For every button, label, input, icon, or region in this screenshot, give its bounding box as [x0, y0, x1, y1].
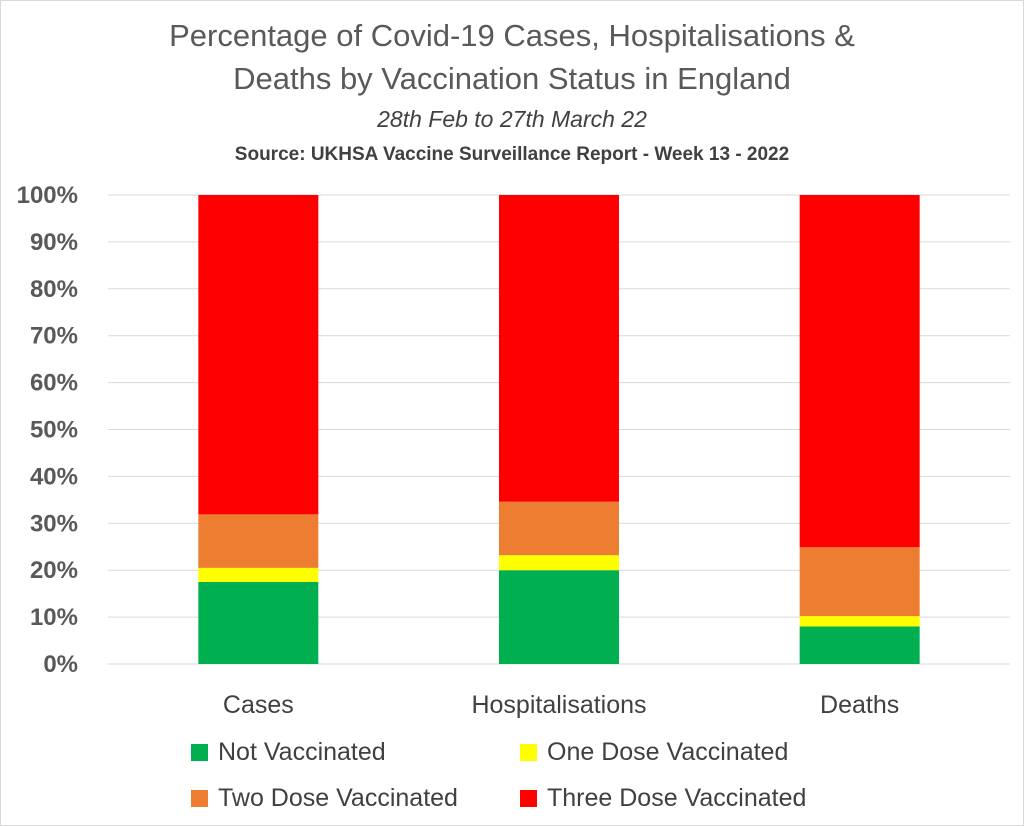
- x-category-label: Hospitalisations: [471, 691, 646, 719]
- bar-one-dose-vaccinated: [499, 555, 619, 571]
- y-tick-label: 100%: [17, 182, 78, 209]
- y-tick-label: 50%: [30, 417, 78, 444]
- x-category-label: Cases: [223, 691, 294, 719]
- bar-three-dose-vaccinated: [799, 195, 920, 548]
- bar-not-vaccinated: [499, 570, 619, 664]
- bar-one-dose-vaccinated: [198, 567, 319, 582]
- y-tick-label: 0%: [43, 651, 78, 678]
- x-category-label: Deaths: [820, 691, 899, 719]
- y-tick-label: 30%: [30, 510, 78, 537]
- bar-three-dose-vaccinated: [499, 195, 619, 502]
- chart-title: Percentage of Covid-19 Cases, Hospitalis…: [0, 14, 1024, 100]
- bar-one-dose-vaccinated: [799, 616, 920, 627]
- chart-title-line-1: Percentage of Covid-19 Cases, Hospitalis…: [169, 18, 855, 53]
- chart-subtitle: 28th Feb to 27th March 22: [377, 106, 647, 132]
- y-tick-label: 70%: [30, 323, 78, 350]
- bar-two-dose-vaccinated: [198, 514, 319, 568]
- bar-not-vaccinated: [799, 626, 920, 664]
- bar-not-vaccinated: [198, 581, 319, 664]
- y-tick-label: 40%: [30, 463, 78, 490]
- y-tick-label: 90%: [30, 229, 78, 256]
- bar-two-dose-vaccinated: [799, 547, 920, 617]
- y-tick-label: 10%: [30, 604, 78, 631]
- y-tick-label: 60%: [30, 370, 78, 397]
- bar-three-dose-vaccinated: [198, 195, 319, 515]
- chart-source: Source: UKHSA Vaccine Surveillance Repor…: [234, 144, 790, 165]
- bar-two-dose-vaccinated: [499, 501, 619, 556]
- y-tick-label: 20%: [30, 557, 78, 584]
- chart-title-line-2: Deaths by Vaccination Status in England: [233, 61, 791, 96]
- y-tick-label: 80%: [30, 276, 78, 303]
